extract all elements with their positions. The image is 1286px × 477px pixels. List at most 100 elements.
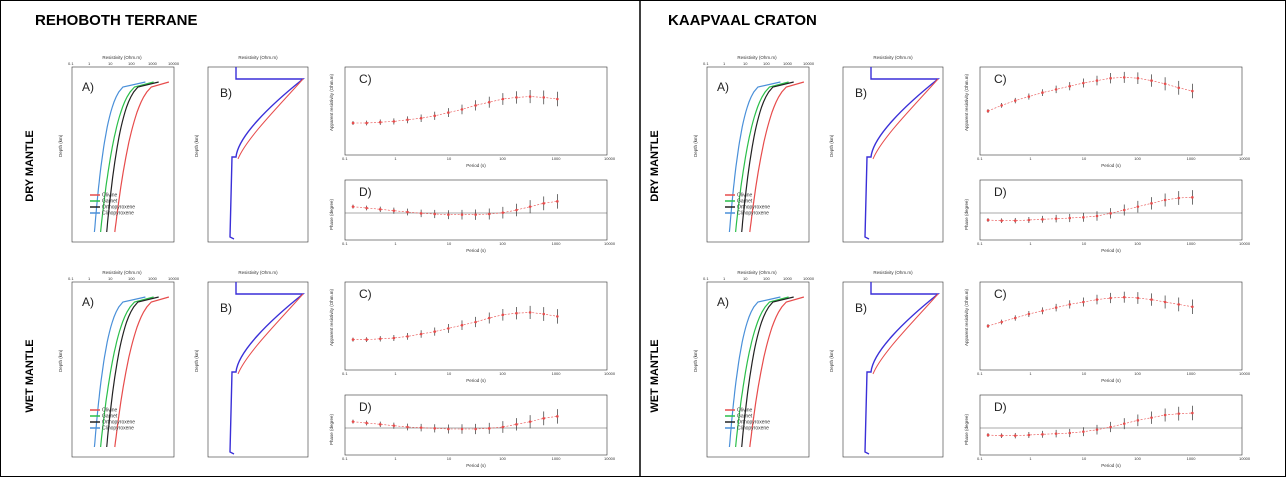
- panel-d-xtick: 100: [499, 241, 506, 246]
- panel-c-xtick: 0.1: [977, 371, 983, 376]
- legend-label-3: Clinopyroxene: [737, 426, 769, 432]
- panel-c-xlabel: Period (s): [1101, 378, 1121, 383]
- panel-c-ylabel: Apparent resistivity (Ohm.m): [329, 288, 334, 346]
- panel-c-xtick: 1000: [552, 371, 562, 376]
- panel-a-curve-0: [749, 296, 805, 448]
- panel-a-curve-1: [100, 81, 154, 233]
- panel-c-xtick: 0.1: [342, 371, 348, 376]
- title-rehoboth: REHOBOTH TERRANE: [35, 12, 198, 29]
- chart-block-1: Resistivity (Ohm.m)Depth (km)A)0.1 1 10 100…: [58, 270, 616, 468]
- panel-d-letter: D): [359, 400, 372, 414]
- panel-b-letter: B): [220, 301, 232, 315]
- panel-c-xtick: 10000: [1239, 156, 1251, 161]
- panel-d-ylabel: Phase (degree): [329, 198, 334, 230]
- panel-c-xtick: 100: [499, 371, 506, 376]
- panel-d-model-curve: [987, 197, 1193, 221]
- panel-d-frame: [979, 394, 1243, 456]
- panel-d-xtick: 10000: [1239, 241, 1251, 246]
- panel-b-frame: [207, 66, 309, 243]
- panel-d-xtick: 10: [447, 241, 452, 246]
- panel-a-ylabel: Depth (km): [58, 134, 63, 157]
- panel-d-point: [1000, 219, 1003, 222]
- panel-c-point: [1150, 298, 1153, 301]
- panel-b-frame: [842, 281, 944, 458]
- panel-d-point: [556, 200, 559, 203]
- panel-c-xtick: 100: [1134, 371, 1141, 376]
- panel-b-ylabel: Depth (km): [194, 349, 199, 372]
- panel-a-xtick: 1000: [783, 276, 793, 281]
- panel-a-xtick: 1: [723, 276, 726, 281]
- panel-c-point: [1177, 303, 1181, 306]
- panel-c-xtick: 1: [394, 156, 397, 161]
- panel-a-xtick: 100: [128, 276, 135, 281]
- panel-d-point: [378, 208, 382, 211]
- panel-d-xtick: 1000: [1187, 456, 1197, 461]
- panel-a-frame: [71, 66, 175, 243]
- panel-d-point: [542, 417, 546, 420]
- panel-c-point: [392, 120, 396, 123]
- legend-label-1: Garnet: [737, 199, 753, 205]
- panel-a-xtick: 1000: [783, 61, 793, 66]
- row-label-wet-left: WET MANTLE: [24, 339, 36, 413]
- panel-d-xtick: 10000: [1239, 456, 1251, 461]
- panel-a-xtick: 1: [88, 61, 91, 66]
- panel-a-xtick: 10: [108, 276, 113, 281]
- panel-c-xtick: 0.1: [342, 156, 348, 161]
- panel-d-point: [378, 423, 382, 426]
- panel-c-xtick: 0.1: [977, 156, 983, 161]
- panel-d-point: [528, 420, 532, 423]
- panel-c-letter: C): [359, 72, 372, 86]
- panel-d-point: [406, 210, 409, 214]
- panel-c-point: [378, 120, 382, 124]
- panel-d-point: [501, 211, 505, 214]
- panel-d-point: [1000, 434, 1003, 437]
- panel-b-model-profile: [872, 293, 939, 375]
- panel-c-frame: [344, 281, 608, 371]
- panel-c-xtick: 10: [447, 156, 452, 161]
- panel-c-xtick: 1000: [552, 156, 562, 161]
- panel-a-xtick: 0.1: [703, 276, 709, 281]
- panel-b-ylabel: Depth (km): [194, 134, 199, 157]
- panel-c-point: [406, 118, 409, 122]
- panel-d-xtick: 10: [1082, 241, 1087, 246]
- panel-c-point: [392, 336, 396, 340]
- panel-d-point: [351, 205, 355, 208]
- panel-d-xtick: 1: [394, 241, 397, 246]
- panel-d-xtick: 10: [447, 456, 452, 461]
- panel-c-model-curve: [987, 77, 1193, 112]
- panel-a-xtick: 10000: [168, 276, 180, 281]
- panel-d-point: [1027, 218, 1031, 222]
- panel-a-xtick: 10: [743, 61, 748, 66]
- panel-b-letter: B): [220, 86, 232, 100]
- panel-d-xlabel: Period (s): [466, 463, 486, 468]
- panel-c-xtick: 10: [1082, 371, 1087, 376]
- panel-a-xtick: 10000: [803, 276, 815, 281]
- panel-d-xlabel: Period (s): [466, 248, 486, 253]
- panel-d-model-curve: [987, 412, 1193, 436]
- panel-c-xtick: 1: [394, 371, 397, 376]
- panel-a-xtick: 0.1: [68, 276, 74, 281]
- panel-d-xtick: 0.1: [977, 241, 983, 246]
- panel-d-point: [1041, 433, 1044, 436]
- panel-a-letter: A): [717, 295, 729, 309]
- panel-a-xlabel: Resistivity (Ohm.m): [737, 55, 777, 60]
- panel-b-frame: [842, 66, 944, 243]
- panel-d-xtick: 1: [1029, 456, 1032, 461]
- panel-a-curve-0: [749, 81, 805, 233]
- legend-label-2: Orthopyroxene: [102, 420, 135, 426]
- panel-c-xtick: 1000: [1187, 156, 1197, 161]
- panel-a-curve-1: [100, 296, 154, 448]
- panel-d-point: [501, 425, 505, 429]
- panel-a-xtick: 1000: [148, 61, 158, 66]
- panel-a-curve-2: [106, 296, 159, 448]
- chart-block-0: Resistivity (Ohm.m)Depth (km)A)0.1 1 10 100…: [58, 55, 616, 253]
- panel-a-xtick: 10000: [168, 61, 180, 66]
- panel-c-point: [1109, 296, 1112, 300]
- panel-d-point: [1041, 218, 1044, 221]
- panel-b-letter: B): [855, 86, 867, 100]
- panel-c-letter: C): [994, 287, 1007, 301]
- panel-c-ylabel: Apparent resistivity (Ohm.m): [964, 73, 969, 131]
- panel-c-xlabel: Period (s): [466, 378, 486, 383]
- panel-a-xtick: 100: [763, 61, 770, 66]
